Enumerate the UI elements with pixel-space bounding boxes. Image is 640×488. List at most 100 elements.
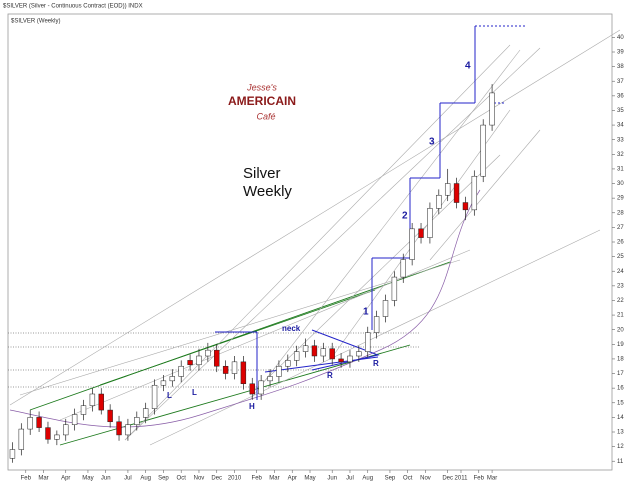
candle-body bbox=[178, 365, 184, 377]
candle-body bbox=[391, 276, 398, 301]
candle-body bbox=[249, 383, 255, 395]
y-tick-label: 18 bbox=[617, 357, 624, 363]
y-tick-label: 21 bbox=[617, 313, 624, 319]
logo: Jesse's AMERICAIN Café bbox=[228, 82, 296, 121]
candle-body bbox=[63, 424, 69, 436]
header: $SILVER (Silver - Continuous Contract (E… bbox=[3, 4, 143, 10]
candle-body bbox=[471, 175, 478, 211]
y-tick-label: 26 bbox=[617, 240, 624, 246]
x-tick-label: Jul bbox=[124, 476, 132, 482]
annotation: R bbox=[327, 371, 333, 380]
annotation: Weekly bbox=[243, 183, 292, 200]
y-tick-label: 38 bbox=[617, 64, 624, 70]
candle-body bbox=[400, 259, 406, 278]
candle-body bbox=[329, 348, 335, 360]
candle-body bbox=[267, 376, 273, 382]
x-tick-label: Nov bbox=[420, 476, 431, 482]
candle-body bbox=[311, 345, 318, 357]
x-tick-label: Apr bbox=[61, 476, 70, 482]
candle-body bbox=[98, 393, 104, 411]
candle-body bbox=[125, 424, 131, 436]
candle-body bbox=[151, 384, 158, 409]
candle-body bbox=[373, 316, 380, 333]
candle-body bbox=[18, 428, 25, 450]
x-tick-label: Feb bbox=[474, 476, 485, 482]
y-tick-label: 37 bbox=[617, 79, 624, 85]
candle-body bbox=[444, 183, 451, 196]
candle-body bbox=[409, 228, 415, 260]
candle-body bbox=[293, 351, 300, 361]
candle-body bbox=[365, 332, 371, 352]
candle-body bbox=[320, 348, 327, 357]
candle-body bbox=[169, 376, 176, 382]
y-tick-label: 33 bbox=[617, 137, 624, 143]
candle-body bbox=[54, 434, 60, 440]
candle-body bbox=[45, 427, 51, 440]
candle-body bbox=[258, 380, 264, 395]
candle-body bbox=[489, 92, 495, 126]
y-tick-label: 39 bbox=[617, 50, 624, 56]
candle-body bbox=[480, 124, 486, 177]
candle-body bbox=[240, 361, 247, 385]
candle-body bbox=[134, 417, 140, 425]
x-tick-label: Mar bbox=[38, 476, 48, 482]
x-tick-label: May bbox=[82, 476, 93, 482]
annotation: R bbox=[373, 359, 379, 368]
candle-body bbox=[160, 380, 167, 386]
annotation: 3 bbox=[429, 137, 435, 148]
y-tick-label: 32 bbox=[617, 152, 624, 158]
logo-text: Jesse's bbox=[246, 82, 277, 92]
x-tick-label: Mar bbox=[487, 476, 497, 482]
candle-body bbox=[89, 393, 96, 406]
candle-body bbox=[285, 360, 291, 367]
logo-text: Café bbox=[256, 111, 275, 121]
x-tick-label: Dec bbox=[442, 476, 453, 482]
y-tick-label: 19 bbox=[617, 342, 624, 348]
annotation: 2 bbox=[402, 211, 408, 222]
chart-title: $SILVER (Weekly) bbox=[11, 19, 60, 25]
y-tick-label: 20 bbox=[617, 327, 624, 333]
candle-body bbox=[196, 355, 202, 366]
candle-body bbox=[231, 361, 238, 374]
candle-body bbox=[9, 449, 16, 459]
candle-body bbox=[205, 349, 211, 357]
annotation: neck bbox=[282, 324, 301, 333]
annotation: 4 bbox=[465, 61, 471, 72]
candle-body bbox=[453, 183, 460, 203]
x-tick-label: Feb bbox=[252, 476, 263, 482]
candle-body bbox=[356, 351, 362, 357]
y-tick-label: 13 bbox=[617, 430, 624, 436]
x-tick-label: Sep bbox=[158, 476, 169, 482]
y-tick-label: 16 bbox=[617, 386, 624, 392]
y-tick-label: 14 bbox=[617, 415, 624, 421]
candle-body bbox=[302, 345, 309, 352]
y-tick-label: 36 bbox=[617, 93, 624, 99]
x-tick-label: Nov bbox=[194, 476, 205, 482]
x-tick-label: Apr bbox=[288, 476, 297, 482]
logo-text: AMERICAIN bbox=[228, 94, 296, 108]
x-tick-label: Oct bbox=[403, 476, 413, 482]
x-tick-label: Jun bbox=[101, 476, 111, 482]
y-tick-label: 28 bbox=[617, 210, 624, 216]
candle-body bbox=[338, 358, 344, 363]
candle-body bbox=[276, 365, 282, 377]
y-tick-label: 17 bbox=[617, 371, 624, 377]
y-tick-label: 31 bbox=[617, 167, 624, 173]
x-tick-label: May bbox=[304, 476, 315, 482]
candle-body bbox=[36, 417, 42, 428]
x-tick-label: Sep bbox=[385, 476, 396, 482]
x-tick-label: Mar bbox=[269, 476, 279, 482]
annotation: Silver bbox=[243, 165, 281, 182]
y-tick-label: 29 bbox=[617, 196, 624, 202]
x-tick-label: 2010 bbox=[228, 476, 242, 482]
y-tick-label: 27 bbox=[617, 225, 624, 231]
y-tick-label: 12 bbox=[617, 444, 624, 450]
candle-body bbox=[142, 408, 149, 418]
y-tick-label: 24 bbox=[617, 269, 624, 275]
y-tick-label: 11 bbox=[617, 459, 624, 465]
candle-body bbox=[427, 208, 433, 238]
y-tick-label: 23 bbox=[617, 283, 624, 289]
candle-body bbox=[214, 349, 220, 367]
candle-body bbox=[222, 365, 229, 374]
